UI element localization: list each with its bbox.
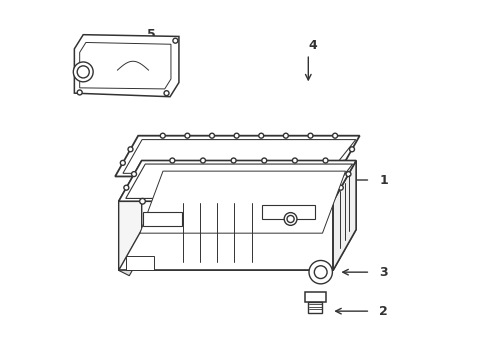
Circle shape [173,38,178,43]
Polygon shape [332,161,355,270]
Circle shape [162,174,166,179]
Circle shape [235,198,240,204]
Circle shape [286,215,293,222]
Circle shape [169,158,175,163]
Text: 3: 3 [378,266,387,279]
Circle shape [137,174,142,179]
Circle shape [307,133,312,138]
Polygon shape [115,136,359,176]
Text: 4: 4 [307,39,316,52]
Text: 1: 1 [378,174,387,186]
Polygon shape [119,230,355,270]
Circle shape [123,185,128,190]
Text: 2: 2 [378,305,387,318]
Polygon shape [304,292,325,302]
Circle shape [77,66,89,78]
Polygon shape [119,201,332,270]
Circle shape [235,174,240,179]
Circle shape [323,158,327,163]
Circle shape [184,133,189,138]
Polygon shape [74,35,179,97]
Circle shape [314,266,326,279]
Circle shape [284,213,296,225]
Circle shape [131,172,136,176]
Circle shape [160,133,165,138]
Circle shape [128,147,133,152]
Circle shape [260,174,265,179]
Circle shape [341,161,346,165]
Circle shape [211,174,216,179]
Circle shape [200,158,205,163]
Polygon shape [307,302,322,313]
Polygon shape [119,230,152,276]
Circle shape [163,198,169,204]
Circle shape [292,158,297,163]
Circle shape [349,147,354,152]
Polygon shape [122,140,355,173]
Circle shape [187,198,193,204]
Circle shape [163,91,169,96]
Circle shape [186,174,191,179]
Polygon shape [143,212,182,226]
Circle shape [309,174,314,179]
Polygon shape [119,161,355,201]
Circle shape [285,174,289,179]
Circle shape [258,133,263,138]
Polygon shape [262,205,315,219]
Circle shape [338,185,343,190]
Circle shape [346,172,350,176]
Circle shape [258,198,264,204]
Circle shape [283,133,288,138]
Polygon shape [125,256,154,270]
Circle shape [308,260,332,284]
Circle shape [234,133,239,138]
Polygon shape [80,42,171,89]
Circle shape [282,198,288,204]
Polygon shape [125,164,352,198]
Circle shape [332,133,337,138]
Polygon shape [140,171,345,233]
Polygon shape [119,161,142,270]
Circle shape [140,198,145,204]
Circle shape [261,158,266,163]
Circle shape [120,161,125,165]
Circle shape [77,90,82,95]
Circle shape [306,198,311,204]
Circle shape [73,62,93,82]
Circle shape [209,133,214,138]
Circle shape [211,198,216,204]
Circle shape [231,158,236,163]
Text: 5: 5 [147,28,156,41]
